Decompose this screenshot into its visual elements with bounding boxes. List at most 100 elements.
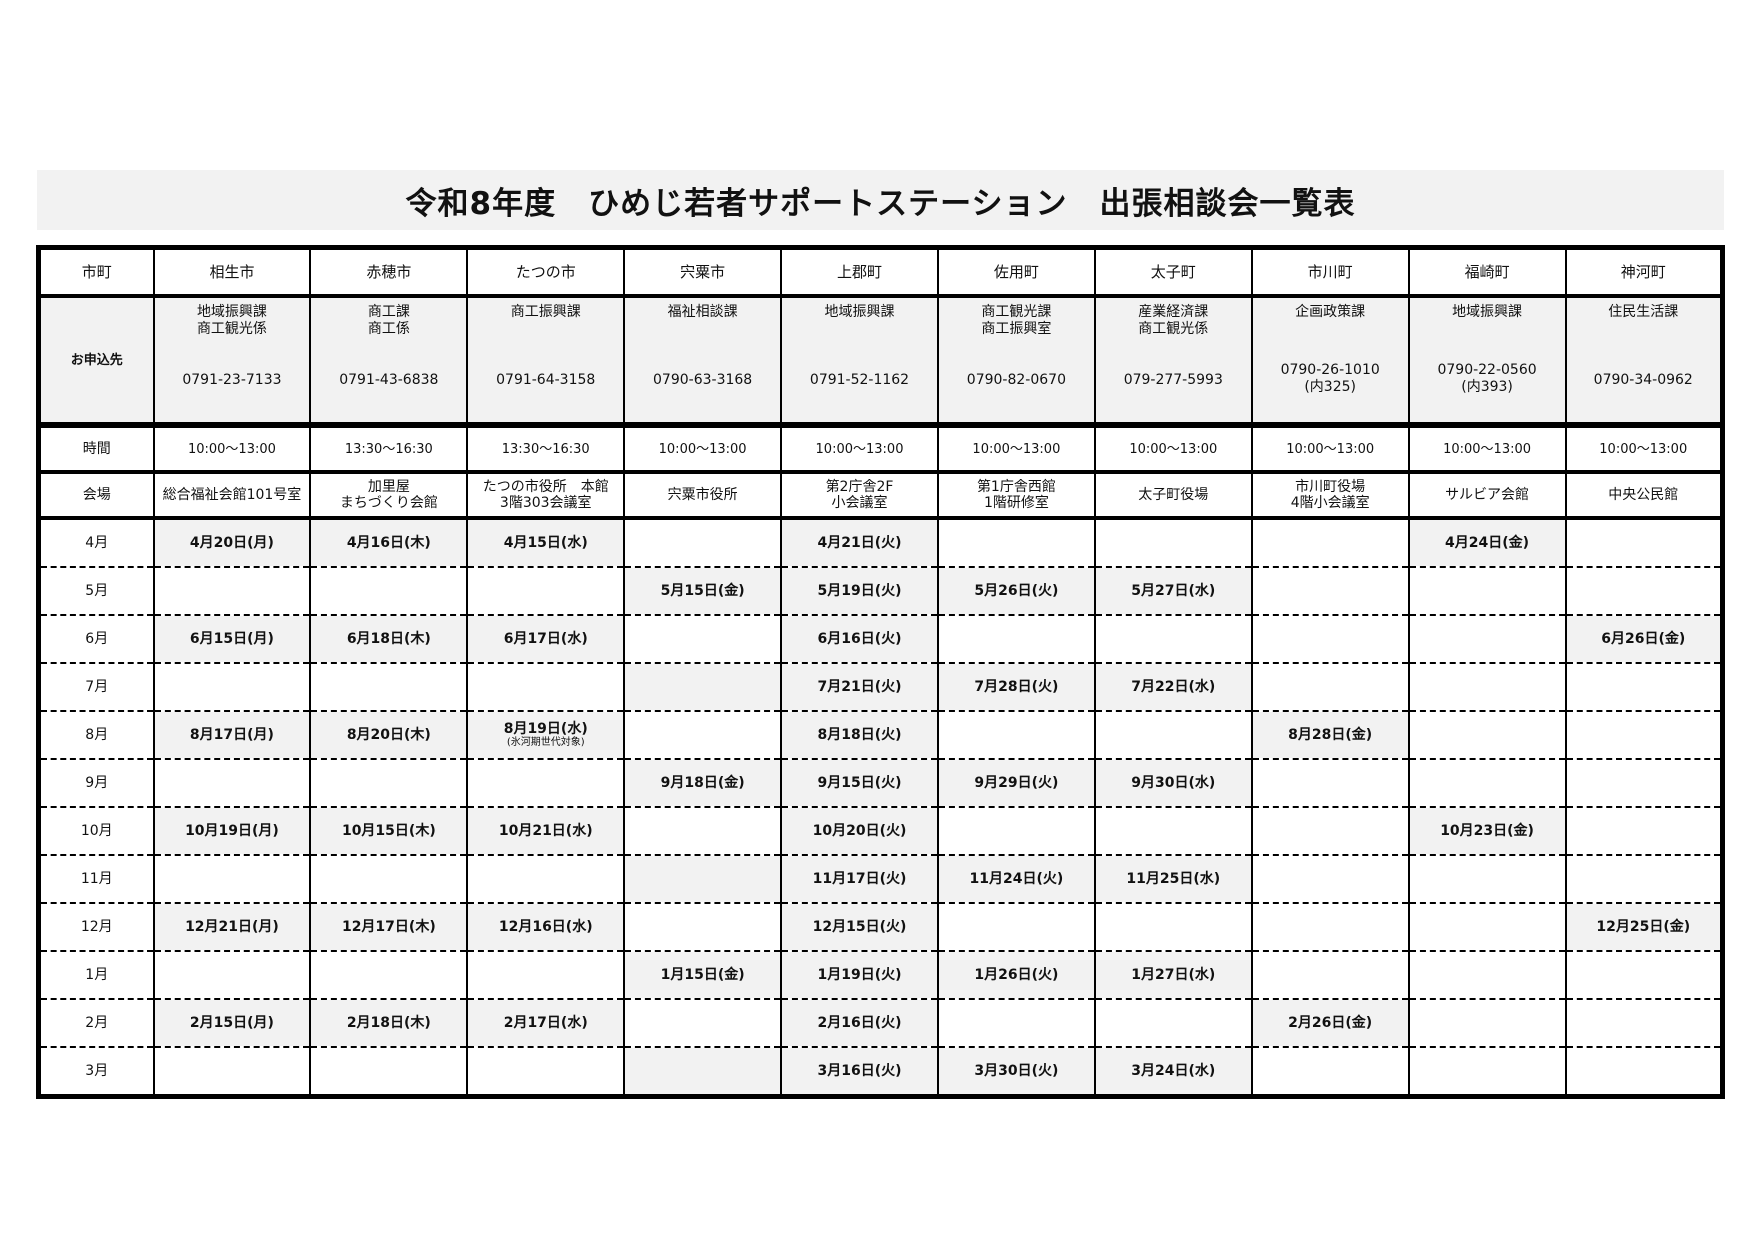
phone-line: 0791-64-3158: [496, 372, 596, 388]
date-cell: [1250, 517, 1410, 568]
time-cell: 10:00～13:00: [1407, 424, 1567, 473]
municipality-header: 太子町: [1093, 246, 1253, 297]
date-cell: 11月25日(水): [1093, 854, 1253, 904]
date-cell: [936, 998, 1096, 1048]
date-cell: 6月15日(月): [152, 614, 312, 664]
date-cell: 4月24日(金): [1407, 517, 1567, 568]
venue-cell: 中央公民館: [1564, 471, 1724, 519]
month-label: 12月: [37, 902, 155, 952]
venue-line: 中央公民館: [1608, 487, 1679, 503]
month-row: 10月 10月19日(月) 10月15日(木) 10月21日(水) 10月20日(火) 1…: [37, 806, 1724, 856]
date-cell: [152, 662, 312, 712]
date-cell: 5月27日(水): [1093, 566, 1253, 616]
session-date: 9月15日(火): [817, 774, 902, 791]
contact-cell: 商工観光課 商工振興室 0790-82-0670: [936, 295, 1096, 426]
venue-cell: 第1庁舎西館 1階研修室: [936, 471, 1096, 519]
venue-cell: 宍粟市役所: [623, 471, 783, 519]
month-label: 11月: [37, 854, 155, 904]
date-cell: [1407, 758, 1567, 808]
session-date: 7月21日(火): [817, 678, 902, 695]
date-cell: [309, 566, 469, 616]
date-cell: [936, 806, 1096, 856]
time-cell: 10:00～13:00: [623, 424, 783, 473]
date-cell: 9月30日(水): [1093, 758, 1253, 808]
date-cell: [1564, 854, 1724, 904]
date-cell: 12月25日(金): [1564, 902, 1724, 952]
session-date: 3月24日(水): [1131, 1062, 1216, 1079]
date-cell: 2月15日(月): [152, 998, 312, 1048]
date-cell: 8月19日(水) (氷河期世代対象): [466, 710, 626, 760]
date-cell: [623, 854, 783, 904]
venue-cell: 太子町役場: [1093, 471, 1253, 519]
time-cell: 10:00～13:00: [780, 424, 939, 473]
venue-line: 1階研修室: [983, 495, 1049, 511]
municipality-header: 宍粟市: [623, 246, 783, 297]
date-cell: [309, 1046, 469, 1098]
date-cell: [623, 902, 783, 952]
municipality-row: 市町 相生市 赤穂市 たつの市 宍粟市 上郡町 佐用町 太子町 市川町 福崎町 神河町: [37, 246, 1724, 297]
session-date: 2月18日(木): [346, 1014, 431, 1031]
session-date: 8月20日(木): [346, 726, 431, 743]
date-cell: 12月16日(水): [466, 902, 626, 952]
date-cell: [623, 517, 783, 568]
phone-number: 0790-63-3168: [626, 372, 779, 389]
municipality-header: 市川町: [1250, 246, 1410, 297]
phone-line: 0791-23-7133: [182, 372, 282, 388]
venue-row: 会場 総合福祉会館101号室 加里屋 まちづくり会館 たつの市役所 本館 3階303会議…: [37, 471, 1724, 519]
time-cell: 10:00～13:00: [152, 424, 312, 473]
municipality-header: 上郡町: [780, 246, 939, 297]
department-line: 商工課: [367, 304, 410, 320]
phone-line: 0791-43-6838: [339, 372, 439, 388]
session-date: 1月26日(火): [974, 966, 1059, 983]
venue-line: 市川町役場: [1295, 479, 1366, 495]
month-label: 7月: [37, 662, 155, 712]
date-cell: [1407, 566, 1567, 616]
session-date: 2月17日(水): [503, 1014, 588, 1031]
month-label: 6月: [37, 614, 155, 664]
department-name: 産業経済課 商工観光係: [1097, 304, 1250, 368]
date-cell: 12月17日(木): [309, 902, 469, 952]
contact-cell: 住民生活課 0790-34-0962: [1564, 295, 1724, 426]
session-date: 8月19日(水): [503, 721, 588, 737]
municipality-header: 赤穂市: [309, 246, 469, 297]
municipality-header: 福崎町: [1407, 246, 1567, 297]
venue-cell: 総合福祉会館101号室: [152, 471, 312, 519]
venue-line: 小会議室: [831, 495, 888, 511]
session-date: 7月28日(火): [974, 678, 1059, 695]
date-cell: 10月19日(月): [152, 806, 312, 856]
date-cell: [623, 710, 783, 760]
time-row: 時間 10:00～13:00 13:30～16:30 13:30～16:30 10:0…: [37, 424, 1724, 473]
date-cell: 1月26日(火): [936, 950, 1096, 1000]
date-cell: [1407, 614, 1567, 664]
date-cell: [309, 662, 469, 712]
department-line: 地域振興課: [196, 304, 267, 320]
session-date: 12月15日(火): [812, 918, 907, 935]
session-date: 5月15日(金): [660, 582, 745, 599]
date-cell: [623, 998, 783, 1048]
date-cell: [1564, 998, 1724, 1048]
session-date: 1月15日(金): [660, 966, 745, 983]
time-cell: 13:30～16:30: [309, 424, 469, 473]
month-row: 5月 5月15日(金) 5月19日(火) 5月26日(火) 5月27日(水): [37, 566, 1724, 616]
session-date: 11月17日(火): [812, 870, 907, 887]
month-label: 9月: [37, 758, 155, 808]
department-line: 地域振興課: [1452, 304, 1523, 320]
date-cell: [466, 950, 626, 1000]
municipality-header: 神河町: [1564, 246, 1724, 297]
date-cell: 6月16日(火): [780, 614, 939, 664]
month-row: 2月 2月15日(月) 2月18日(木) 2月17日(水) 2月16日(火) 2月26日(…: [37, 998, 1724, 1048]
venue-line: まちづくり会館: [339, 495, 438, 511]
venue-cell: 第2庁舎2F 小会議室: [780, 471, 939, 519]
month-row: 9月 9月18日(金) 9月15日(火) 9月29日(火) 9月30日(水): [37, 758, 1724, 808]
date-cell: 6月26日(金): [1564, 614, 1724, 664]
row-label-municipality: 市町: [37, 246, 155, 297]
date-cell: 3月30日(火): [936, 1046, 1096, 1098]
department-line: 住民生活課: [1608, 304, 1679, 320]
date-cell: [1250, 902, 1410, 952]
phone-number: 0791-64-3158: [469, 372, 622, 389]
date-cell: 10月15日(木): [309, 806, 469, 856]
date-cell: [1564, 710, 1724, 760]
date-cell: 11月17日(火): [780, 854, 939, 904]
date-cell: 7月21日(火): [780, 662, 939, 712]
date-cell: [1407, 710, 1567, 760]
